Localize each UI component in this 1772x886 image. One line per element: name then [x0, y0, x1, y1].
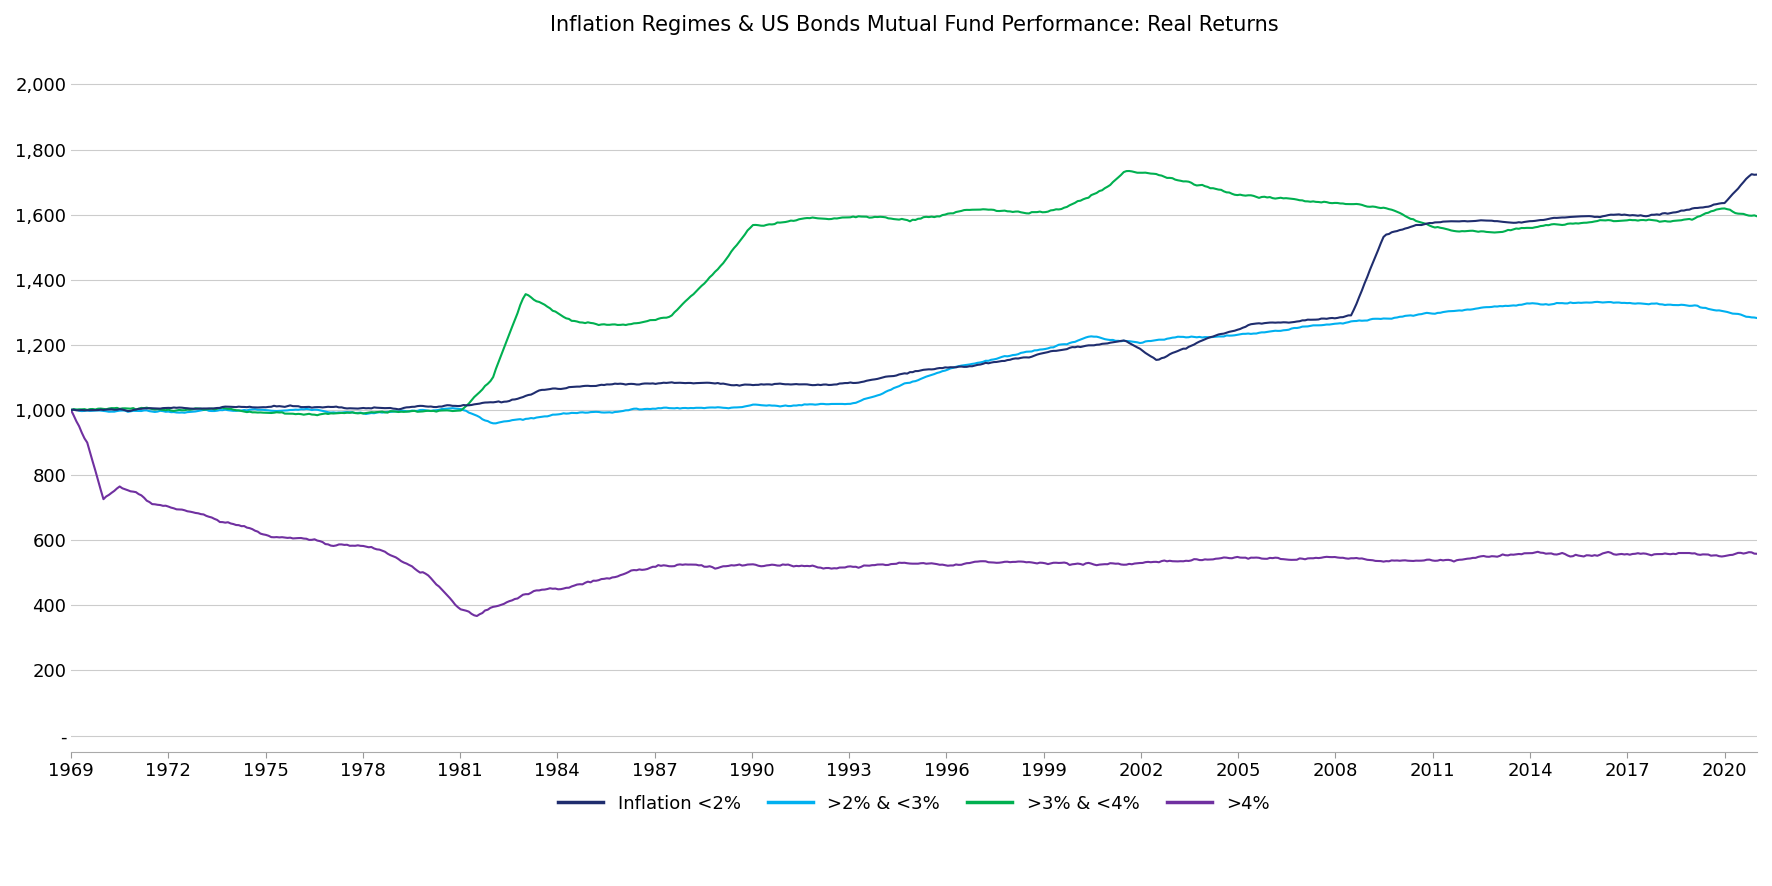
Legend: Inflation <2%, >2% & <3%, >3% & <4%, >4%: Inflation <2%, >2% & <3%, >3% & <4%, >4% — [551, 788, 1278, 820]
Title: Inflation Regimes & US Bonds Mutual Fund Performance: Real Returns: Inflation Regimes & US Bonds Mutual Fund… — [549, 15, 1278, 35]
